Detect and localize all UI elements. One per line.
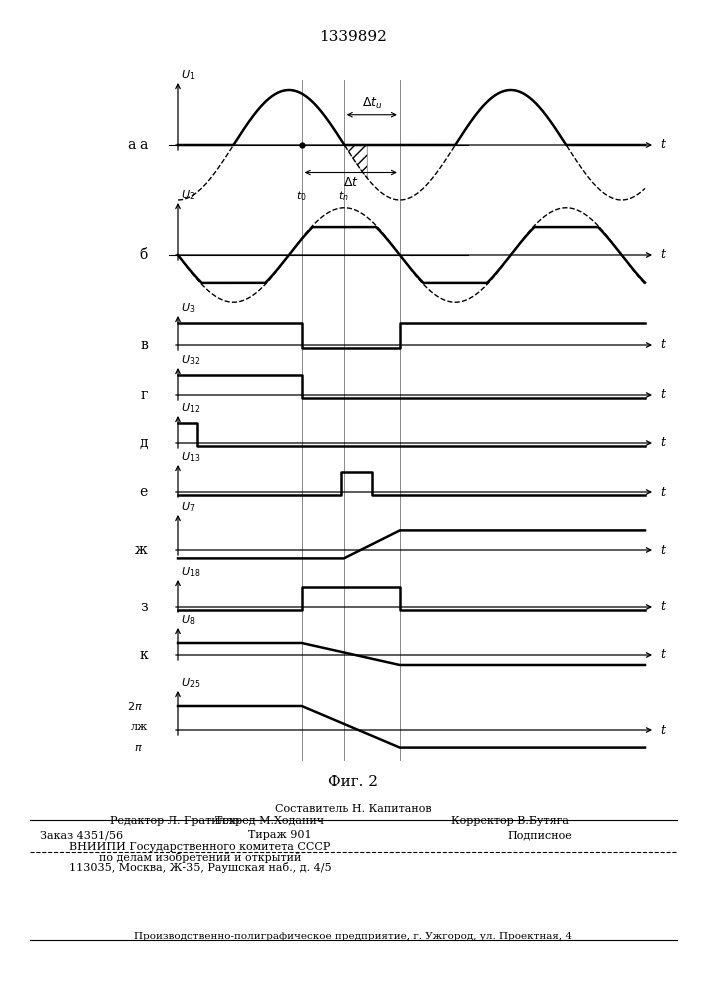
Text: $U_{18}$: $U_{18}$ <box>181 565 201 579</box>
Text: $U_8$: $U_8$ <box>181 613 196 627</box>
Text: $t_0$: $t_0$ <box>296 189 307 203</box>
Text: t: t <box>660 248 665 261</box>
Text: 1339892: 1339892 <box>319 30 387 44</box>
Text: $U_{25}$: $U_{25}$ <box>181 676 200 690</box>
Text: $U_2$: $U_2$ <box>181 188 195 202</box>
Text: $U_3$: $U_3$ <box>181 301 195 315</box>
Text: $U_7$: $U_7$ <box>181 500 195 514</box>
Text: б: б <box>140 248 148 262</box>
Text: a: a <box>128 138 136 152</box>
Text: в: в <box>140 338 148 352</box>
Text: Редактор Л. Гратилло: Редактор Л. Гратилло <box>110 816 239 826</box>
Text: t: t <box>660 138 665 151</box>
Text: ВНИИПИ Государственного комитета СССР: ВНИИПИ Государственного комитета СССР <box>69 842 331 852</box>
Text: к: к <box>139 648 148 662</box>
Text: Заказ 4351/56: Заказ 4351/56 <box>40 830 123 840</box>
Text: $U_{32}$: $U_{32}$ <box>181 353 200 367</box>
Text: $\Delta t$: $\Delta t$ <box>343 176 358 190</box>
Text: $2\pi$: $2\pi$ <box>127 700 143 712</box>
Text: $\pi$: $\pi$ <box>134 743 143 753</box>
Text: t: t <box>660 486 665 498</box>
Text: по делам изобретений и открытий: по делам изобретений и открытий <box>99 852 301 863</box>
Text: t: t <box>660 436 665 450</box>
Text: t: t <box>660 388 665 401</box>
Text: г: г <box>141 388 148 402</box>
Text: t: t <box>660 544 665 556</box>
Text: $t_n$: $t_n$ <box>339 189 349 203</box>
Text: t: t <box>660 724 665 736</box>
Text: Корректор В.Бутяга: Корректор В.Бутяга <box>451 816 569 826</box>
Text: лж: лж <box>131 722 148 732</box>
Text: Производственно-полиграфическое предприятие, г. Ужгород, ул. Проектная, 4: Производственно-полиграфическое предприя… <box>134 932 572 941</box>
Text: $U_1$: $U_1$ <box>181 68 195 82</box>
Text: д: д <box>139 436 148 450</box>
Text: 113035, Москва, Ж-35, Раушская наб., д. 4/5: 113035, Москва, Ж-35, Раушская наб., д. … <box>69 862 332 873</box>
Text: Техред М.Ходанич: Техред М.Ходанич <box>216 816 325 826</box>
Text: $U_{12}$: $U_{12}$ <box>181 401 200 415</box>
Text: е: е <box>140 485 148 499</box>
Text: з: з <box>140 600 148 614</box>
Text: $U_{13}$: $U_{13}$ <box>181 450 200 464</box>
Text: t: t <box>660 338 665 352</box>
Text: Фиг. 2: Фиг. 2 <box>328 775 378 789</box>
Text: ж: ж <box>135 543 148 557</box>
Text: а: а <box>139 138 148 152</box>
Text: t: t <box>660 600 665 613</box>
Text: Составитель Н. Капитанов: Составитель Н. Капитанов <box>275 804 431 814</box>
Text: $\Delta t_u$: $\Delta t_u$ <box>361 96 382 111</box>
Text: Тираж 901: Тираж 901 <box>248 830 312 840</box>
Text: Подписное: Подписное <box>508 830 573 840</box>
Text: t: t <box>660 648 665 662</box>
